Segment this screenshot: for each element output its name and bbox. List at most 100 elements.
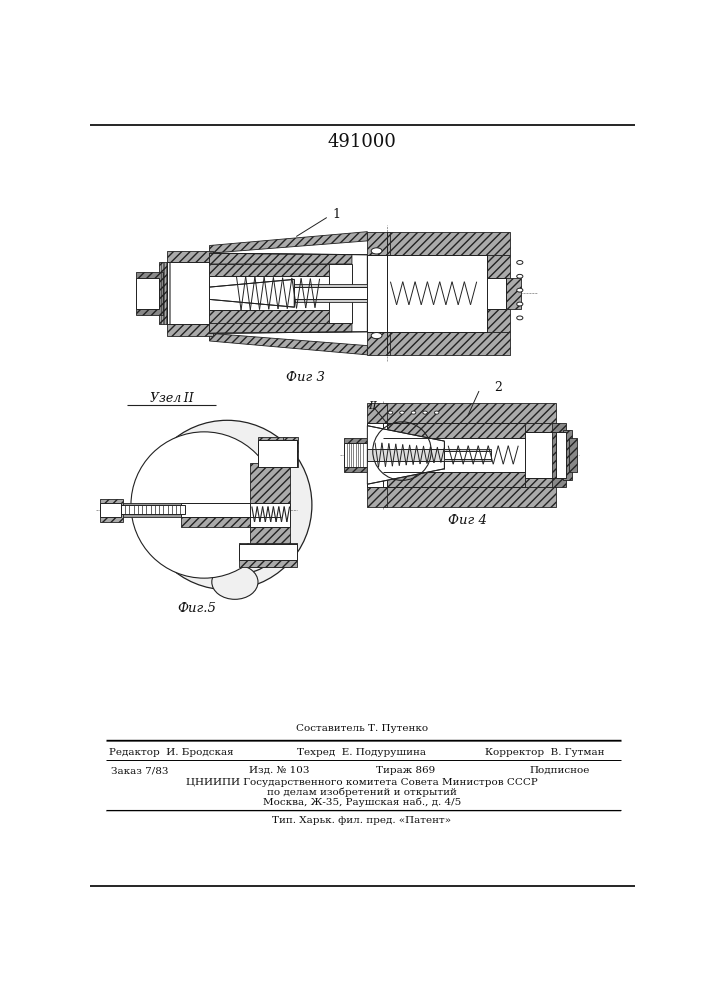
Bar	[569, 438, 577, 472]
Text: по делам изобретений и открытий: по делам изобретений и открытий	[267, 787, 457, 797]
Bar	[486, 278, 506, 309]
Ellipse shape	[411, 411, 416, 414]
Text: Тираж 869: Тираж 869	[376, 766, 436, 775]
Text: Заказ 7/83: Заказ 7/83	[112, 766, 169, 775]
Polygon shape	[136, 272, 163, 315]
Ellipse shape	[517, 302, 523, 306]
Ellipse shape	[423, 411, 428, 414]
Polygon shape	[382, 423, 525, 487]
Text: 491000: 491000	[327, 133, 397, 151]
Bar	[506, 278, 521, 309]
Bar	[382, 472, 525, 487]
Ellipse shape	[388, 411, 393, 414]
Polygon shape	[167, 262, 209, 324]
Polygon shape	[368, 426, 444, 484]
Polygon shape	[160, 262, 171, 324]
Text: Фиг 4: Фиг 4	[448, 514, 487, 527]
Polygon shape	[167, 251, 214, 262]
Bar	[283, 437, 298, 466]
Polygon shape	[209, 264, 329, 276]
Bar	[486, 309, 510, 332]
Bar	[250, 527, 291, 567]
Polygon shape	[294, 287, 368, 299]
Text: Фиг 3: Фиг 3	[286, 371, 325, 384]
Bar	[181, 517, 281, 527]
Polygon shape	[209, 276, 329, 310]
Circle shape	[143, 420, 312, 590]
Polygon shape	[368, 449, 460, 461]
Ellipse shape	[517, 316, 523, 320]
Bar	[382, 403, 556, 423]
Polygon shape	[556, 432, 566, 478]
Bar	[368, 487, 387, 507]
Polygon shape	[209, 333, 368, 355]
Polygon shape	[209, 310, 329, 323]
Polygon shape	[444, 451, 491, 459]
Ellipse shape	[517, 274, 523, 278]
Bar	[258, 437, 285, 466]
Polygon shape	[382, 438, 525, 472]
Bar	[239, 543, 296, 567]
Bar	[181, 503, 281, 517]
Text: Москва, Ж-35, Раушская наб., д. 4/5: Москва, Ж-35, Раушская наб., д. 4/5	[263, 797, 461, 807]
Polygon shape	[250, 503, 291, 527]
Text: Фиг.5: Фиг.5	[177, 602, 216, 615]
Bar	[552, 423, 566, 487]
Ellipse shape	[517, 288, 523, 292]
Text: II: II	[368, 401, 377, 411]
Text: Составитель Т. Путенко: Составитель Т. Путенко	[296, 724, 428, 733]
Bar	[344, 438, 371, 472]
Bar	[563, 430, 572, 480]
Ellipse shape	[434, 411, 439, 414]
Ellipse shape	[371, 333, 382, 339]
Polygon shape	[167, 324, 214, 336]
Bar	[444, 449, 491, 461]
Bar	[368, 403, 387, 423]
Polygon shape	[387, 255, 486, 332]
Polygon shape	[344, 443, 368, 466]
Polygon shape	[209, 232, 368, 253]
Ellipse shape	[399, 411, 404, 414]
Text: Тип. Харьк. фил. пред. «Патент»: Тип. Харьк. фил. пред. «Патент»	[272, 816, 452, 825]
Ellipse shape	[212, 565, 258, 599]
Polygon shape	[209, 264, 352, 323]
Text: Узел II: Узел II	[150, 392, 194, 405]
Polygon shape	[209, 253, 352, 264]
Bar	[382, 487, 556, 507]
Text: Техред  Е. Подурушина: Техред Е. Подурушина	[298, 748, 426, 757]
Ellipse shape	[371, 248, 382, 254]
Bar	[119, 503, 185, 517]
Bar	[294, 284, 368, 302]
Bar	[100, 499, 123, 522]
Polygon shape	[486, 278, 506, 309]
Text: 2: 2	[494, 381, 502, 394]
Polygon shape	[368, 255, 387, 332]
Bar	[368, 332, 390, 355]
Text: Корректор  В. Гутман: Корректор В. Гутман	[485, 748, 604, 757]
Bar	[387, 332, 510, 355]
Polygon shape	[136, 278, 160, 309]
Ellipse shape	[212, 514, 281, 573]
Polygon shape	[181, 503, 281, 517]
Polygon shape	[368, 423, 387, 487]
Bar	[525, 423, 556, 487]
Polygon shape	[100, 503, 121, 517]
Text: Изд. № 103: Изд. № 103	[249, 766, 309, 775]
Polygon shape	[209, 253, 368, 333]
Text: Редактор  И. Бродская: Редактор И. Бродская	[109, 748, 233, 757]
Polygon shape	[209, 323, 352, 333]
Bar	[250, 463, 291, 503]
Polygon shape	[258, 440, 296, 466]
Text: 1: 1	[333, 208, 341, 221]
Bar	[486, 255, 510, 278]
Text: Подписное: Подписное	[530, 766, 590, 775]
Polygon shape	[119, 505, 185, 514]
Polygon shape	[239, 544, 296, 560]
Bar	[382, 423, 525, 438]
Polygon shape	[525, 432, 556, 478]
Bar	[368, 232, 390, 255]
Bar	[387, 232, 510, 255]
Polygon shape	[209, 279, 294, 307]
Ellipse shape	[517, 261, 523, 264]
Text: ЦНИИПИ Государственного комитета Совета Министров СССР: ЦНИИПИ Государственного комитета Совета …	[186, 778, 538, 787]
